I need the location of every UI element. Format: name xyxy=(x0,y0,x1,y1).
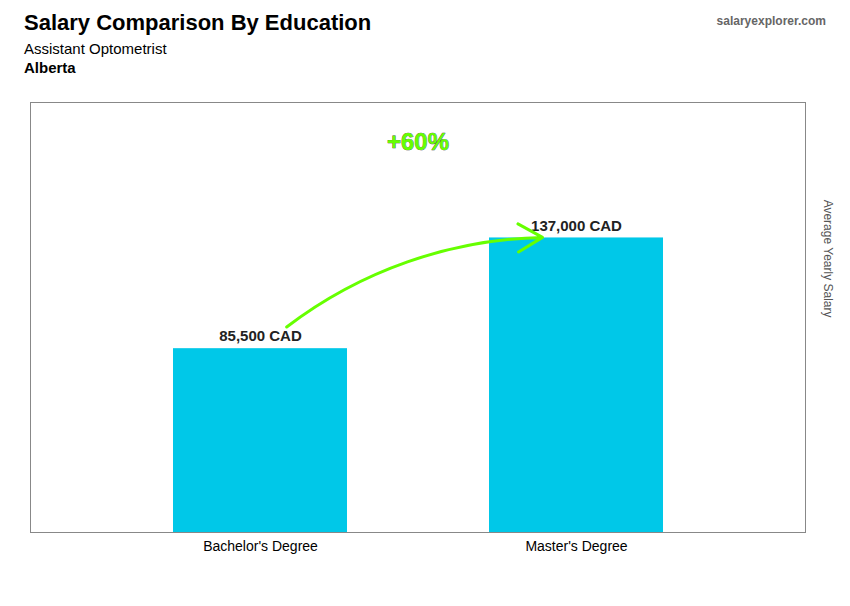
svg-text:+60%: +60% xyxy=(387,128,449,155)
svg-text:85,500 CAD: 85,500 CAD xyxy=(219,327,302,344)
html-text:Alberta: Alberta xyxy=(24,59,76,76)
svg-text:Bachelor's Degree: Bachelor's Degree xyxy=(203,538,318,554)
svg-text:Average Yearly Salary: Average Yearly Salary xyxy=(821,200,835,318)
svg-text:Master's Degree: Master's Degree xyxy=(525,538,627,554)
html-text:Salary Comparison By Education: Salary Comparison By Education xyxy=(24,10,372,35)
svg-text:137,000 CAD: 137,000 CAD xyxy=(531,217,622,234)
html-text:Assistant Optometrist: Assistant Optometrist xyxy=(24,40,167,57)
html-text:salaryexplorer.com: salaryexplorer.com xyxy=(716,14,826,28)
